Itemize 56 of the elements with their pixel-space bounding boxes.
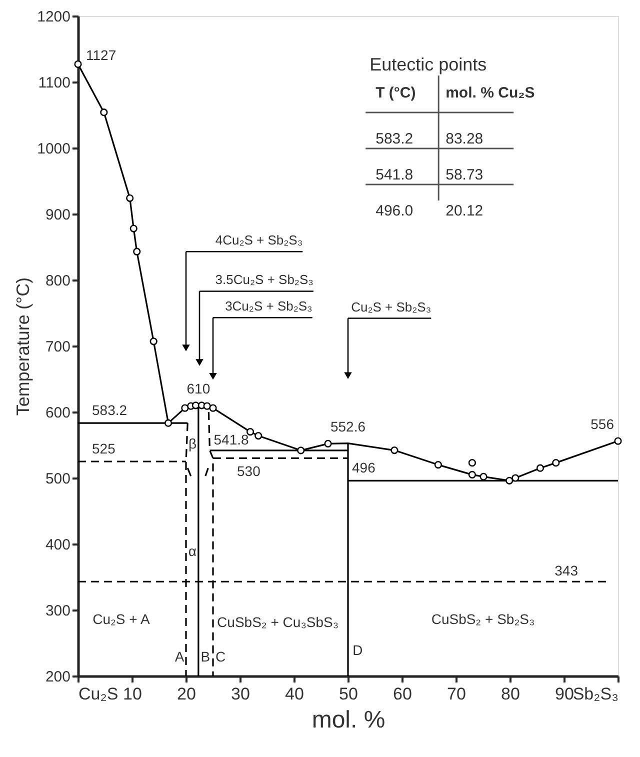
y-tick-label: 1100 [38,74,70,92]
annotation: A [174,648,185,665]
x-tick-label: 30 [231,684,250,704]
annotation: Cu₂S + A [92,610,150,627]
y-tick-label: 1200 [37,8,70,26]
annotation: D [352,642,363,658]
annotation: 525 [92,440,116,456]
annotation: 541.8 [376,166,414,184]
annotation: 583.2 [92,402,128,418]
annotation: 541.8 [214,431,250,448]
annotation: Cu₂S + Sb₂S₃ [351,299,432,314]
y-tick-label: 1000 [37,140,70,158]
annotation: CuSbS₂ + Cu₃SbS₃ [217,614,339,630]
x-tick-label: 20 [177,684,196,704]
annotation: 20.12 [446,202,484,220]
annotation: 4Cu₂S + Sb₂S₃ [215,232,303,248]
annotation: 552.6 [330,418,366,434]
x-tick-label: 90 [555,684,574,704]
annotation: β [188,435,197,452]
annotation: 3.5Cu₂S + Sb₂S₃ [215,272,314,288]
annotation: α [188,542,197,559]
x-tick-label: 60 [393,684,412,704]
annotation: 3Cu₂S + Sb₂S₃ [225,298,312,314]
x-tick-label: 80 [501,684,520,704]
annotation: 583.2 [376,130,414,148]
x-tick-label: 10 [123,684,142,704]
annotation: T (°C) [376,84,416,102]
annotation: Eutectic points [370,54,487,74]
x-tick-label: Sb₂S₃ [572,684,618,704]
y-tick-label: 200 [45,668,70,686]
annotation: mol. % Cu₂S [446,84,535,102]
y-axis-title: Temperature (°C) [13,277,34,416]
ref-line-label: 343 [554,562,578,579]
annotation: 1127 [86,47,116,64]
annotation: 496.0 [376,202,414,220]
annotation: 496 [352,460,376,476]
x-tick-label: Cu₂S [78,684,118,704]
annotation: CuSbS₂ + Sb₂S₃ [431,610,535,627]
x-tick-label: 70 [447,684,466,704]
x-axis-title: mol. % [312,706,386,734]
y-tick-label: 800 [45,272,70,290]
x-tick-label: 50 [339,684,358,704]
y-tick-label: 400 [45,536,70,554]
annotation: C [215,648,226,665]
y-tick-label: 300 [45,602,70,620]
y-tick-label: 500 [45,470,70,488]
y-tick-label: 900 [45,206,70,224]
y-tick-label: 700 [45,338,70,356]
x-tick-label: 40 [285,684,304,704]
y-tick-label: 600 [45,404,70,422]
annotation: 610 [186,380,210,396]
annotation: 530 [237,463,261,480]
annotation: 83.28 [446,130,484,148]
annotation: 58.73 [446,166,484,184]
annotation: B [200,648,210,665]
annotation: 556 [590,416,614,432]
